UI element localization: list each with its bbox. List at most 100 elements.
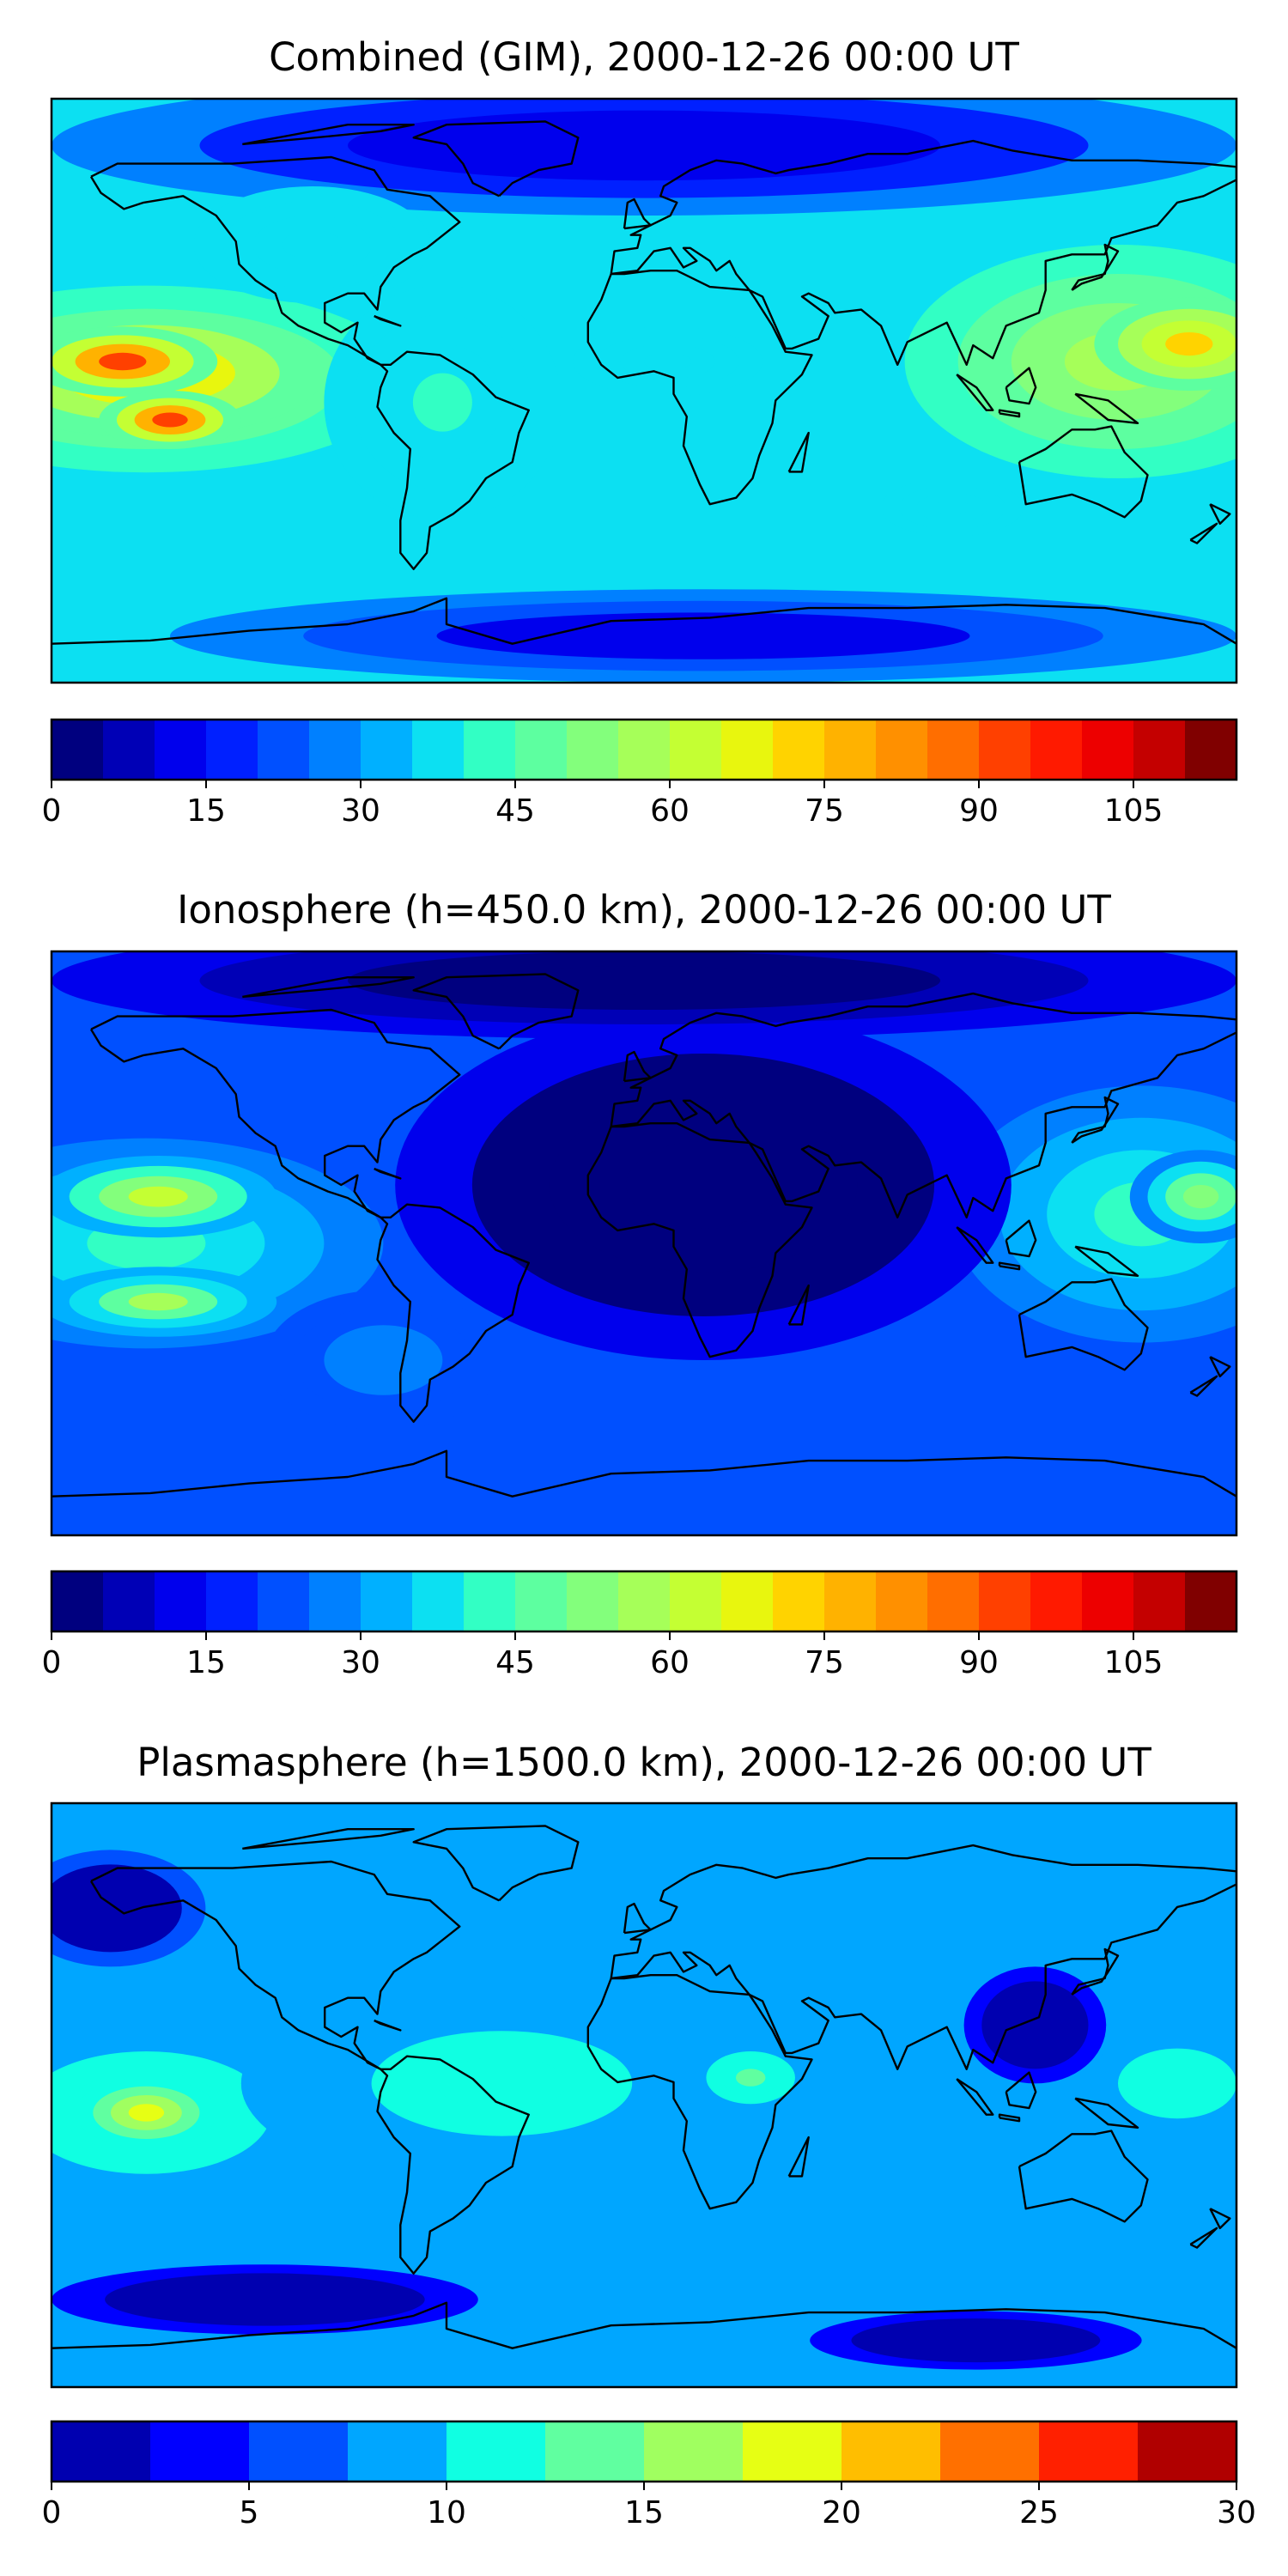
colorbar-tick-label: 30 — [341, 1645, 380, 1680]
field-contour — [211, 2290, 319, 2309]
field-contour — [626, 1141, 781, 1229]
colorbar-segment — [773, 1571, 825, 1631]
colorbar-segment — [940, 2421, 1040, 2482]
colorbar-segment — [155, 1571, 207, 1631]
coastline — [1074, 392, 1139, 424]
colorbar-tick-label: 45 — [495, 1645, 535, 1680]
colorbar-segment — [670, 1571, 722, 1631]
colorbar-frame — [50, 1570, 1238, 1633]
colorbar-segment — [1039, 2421, 1139, 2482]
colorbar-segment — [545, 2421, 645, 2482]
colorbar-segment — [824, 720, 877, 780]
colorbar-segment — [773, 720, 825, 780]
field-contour — [128, 2104, 165, 2122]
coastline — [52, 1449, 1236, 1498]
colorbar-segment — [309, 1571, 361, 1631]
coastline — [412, 1825, 580, 1902]
panel-2-field — [52, 951, 1236, 1535]
colorbar-segment — [1030, 1571, 1083, 1631]
colorbar-segment — [447, 2421, 546, 2482]
coastline — [242, 124, 415, 146]
colorbar-segment — [1133, 720, 1186, 780]
coastline — [1071, 1096, 1120, 1144]
field-contour — [495, 966, 793, 995]
colorbar-frame — [50, 718, 1238, 781]
colorbar-tick-label: 0 — [42, 793, 62, 829]
coastline — [610, 992, 1236, 1218]
coastline — [89, 1008, 461, 1218]
coastline — [1005, 1219, 1037, 1258]
field-contour — [128, 1186, 188, 1207]
colorbar-segment — [155, 720, 207, 780]
coastline — [1189, 522, 1218, 544]
coastline — [1189, 1375, 1218, 1397]
colorbar-segment — [52, 1571, 104, 1631]
coastline — [586, 270, 813, 506]
colorbar-segment — [1082, 720, 1134, 780]
colorbar-segment — [52, 2421, 151, 2482]
coastline — [1018, 2129, 1149, 2223]
coastline — [374, 314, 402, 327]
field-contour — [412, 373, 472, 432]
panel-3-coastlines — [52, 1825, 1236, 2349]
colorbar-tick-label: 20 — [822, 2495, 861, 2530]
field-contour — [659, 1841, 748, 1859]
coastline — [412, 120, 580, 197]
colorbar-segment — [206, 1571, 258, 1631]
coastline — [998, 409, 1021, 418]
panel-2-map-frame — [50, 950, 1238, 1537]
colorbar-segment — [464, 720, 516, 780]
coastline — [1005, 2071, 1037, 2110]
field-contour — [569, 624, 837, 648]
colorbar-tick-label: 75 — [805, 793, 844, 829]
panel-1-title: Combined (GIM), 2000-12-26 00:00 UT — [269, 34, 1019, 80]
field-contour — [1182, 1185, 1219, 1209]
colorbar-segment — [1133, 1571, 1186, 1631]
coastline — [623, 1050, 652, 1083]
colorbar-tick-label: 105 — [1104, 1645, 1163, 1680]
coastline — [956, 374, 994, 411]
field-contour — [128, 1292, 188, 1311]
colorbar-segment — [721, 720, 774, 780]
coastline — [376, 1203, 530, 1423]
coastline — [89, 155, 461, 366]
colorbar-segment — [927, 720, 980, 780]
colorbar-segment — [258, 720, 310, 780]
colorbar-segment — [618, 1571, 671, 1631]
colorbar-segment — [876, 1571, 928, 1631]
panel-3-title: Plasmasphere (h=1500.0 km), 2000-12-26 0… — [137, 1740, 1151, 1785]
coastline — [374, 1167, 402, 1180]
colorbar-segment — [841, 2421, 941, 2482]
colorbar-tick-label: 60 — [650, 1645, 690, 1680]
coastline — [610, 139, 1236, 366]
coastline — [412, 973, 580, 1050]
coastline — [1189, 2227, 1218, 2249]
colorbar-segment — [743, 2421, 842, 2482]
field-contour — [1017, 2010, 1054, 2040]
coastline — [1209, 1356, 1231, 1378]
colorbar-segment — [979, 720, 1031, 780]
field-contour — [152, 412, 188, 428]
panel-2-coastlines — [52, 973, 1236, 1498]
colorbar-segment — [412, 720, 465, 780]
colorbar-tick-label: 15 — [186, 793, 226, 829]
colorbar-segment — [644, 2421, 744, 2482]
coastline — [1018, 425, 1149, 519]
colorbar-segment — [258, 1571, 310, 1631]
coastline — [956, 2078, 994, 2116]
panel-1-map — [52, 99, 1236, 683]
colorbar-segment — [52, 720, 104, 780]
colorbar-segment — [103, 720, 155, 780]
colorbar-segment — [150, 2421, 250, 2482]
colorbar-segment — [348, 2421, 447, 2482]
colorbar-segment — [361, 1571, 413, 1631]
colorbar-segment — [1185, 1571, 1237, 1631]
colorbar-segment — [1082, 1571, 1134, 1631]
coastline — [374, 2019, 402, 2032]
panel-2-map — [52, 951, 1236, 1535]
colorbar-segment — [103, 1571, 155, 1631]
colorbar-tick-label: 30 — [341, 793, 380, 829]
coastline — [1071, 1947, 1120, 1996]
coastline — [623, 1902, 652, 1935]
